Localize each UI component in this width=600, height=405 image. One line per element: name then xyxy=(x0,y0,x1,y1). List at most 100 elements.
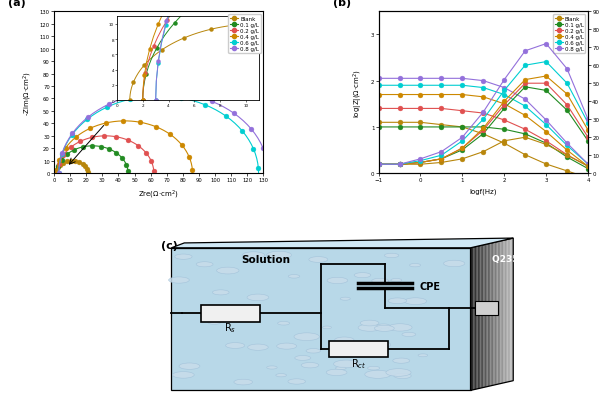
Circle shape xyxy=(443,260,465,267)
FancyBboxPatch shape xyxy=(329,341,388,357)
Polygon shape xyxy=(475,247,476,390)
Polygon shape xyxy=(485,245,486,387)
Y-axis label: -Zim($\Omega$$\cdot$cm$^2$): -Zim($\Omega$$\cdot$cm$^2$) xyxy=(22,71,34,115)
Circle shape xyxy=(372,279,389,284)
Polygon shape xyxy=(496,242,497,385)
Circle shape xyxy=(326,369,347,375)
Circle shape xyxy=(418,354,428,357)
Circle shape xyxy=(354,273,371,278)
Polygon shape xyxy=(472,247,473,390)
Circle shape xyxy=(358,324,382,331)
Circle shape xyxy=(217,267,239,274)
Polygon shape xyxy=(489,244,490,386)
Polygon shape xyxy=(505,240,506,383)
Circle shape xyxy=(386,369,411,376)
Circle shape xyxy=(169,277,189,284)
Polygon shape xyxy=(481,245,482,388)
Circle shape xyxy=(367,341,391,348)
Circle shape xyxy=(365,371,391,378)
Circle shape xyxy=(295,356,311,360)
Circle shape xyxy=(267,366,277,369)
Circle shape xyxy=(391,279,402,282)
Polygon shape xyxy=(486,244,488,387)
Polygon shape xyxy=(482,245,484,388)
Polygon shape xyxy=(495,242,496,385)
Polygon shape xyxy=(470,248,472,390)
X-axis label: Zre($\Omega$$\cdot$cm$^2$): Zre($\Omega$$\cdot$cm$^2$) xyxy=(139,188,179,201)
Circle shape xyxy=(306,349,320,353)
Circle shape xyxy=(242,252,265,259)
Circle shape xyxy=(388,324,412,331)
Polygon shape xyxy=(478,246,479,389)
Text: CPE: CPE xyxy=(420,281,441,291)
Circle shape xyxy=(179,363,200,369)
Circle shape xyxy=(247,294,269,301)
Circle shape xyxy=(322,326,331,329)
FancyBboxPatch shape xyxy=(201,305,260,322)
Circle shape xyxy=(368,367,380,370)
X-axis label: logf(Hz): logf(Hz) xyxy=(470,188,497,195)
Polygon shape xyxy=(490,243,492,386)
Text: Q235 steel: Q235 steel xyxy=(492,255,547,264)
Circle shape xyxy=(360,320,379,326)
Polygon shape xyxy=(476,247,478,389)
Circle shape xyxy=(377,324,390,328)
Text: Solution: Solution xyxy=(241,255,290,264)
Polygon shape xyxy=(502,241,503,383)
Circle shape xyxy=(266,252,292,259)
Circle shape xyxy=(374,326,394,332)
Circle shape xyxy=(196,262,213,267)
Circle shape xyxy=(335,337,354,343)
Circle shape xyxy=(334,360,359,368)
Polygon shape xyxy=(499,241,500,384)
Circle shape xyxy=(335,367,346,370)
Circle shape xyxy=(385,254,399,258)
Circle shape xyxy=(402,333,416,337)
Circle shape xyxy=(394,373,411,379)
Polygon shape xyxy=(492,243,493,386)
Y-axis label: log|Z|($\Omega$$\cdot$cm$^2$): log|Z|($\Omega$$\cdot$cm$^2$) xyxy=(352,69,365,117)
Polygon shape xyxy=(503,241,505,383)
Text: R$_{ct}$: R$_{ct}$ xyxy=(350,356,366,370)
Circle shape xyxy=(277,343,296,349)
Text: (a): (a) xyxy=(8,0,26,8)
Circle shape xyxy=(278,322,290,325)
Circle shape xyxy=(288,275,300,278)
Circle shape xyxy=(340,297,350,301)
Circle shape xyxy=(334,345,343,347)
Polygon shape xyxy=(506,240,508,382)
Circle shape xyxy=(327,278,348,284)
Circle shape xyxy=(248,344,268,350)
Circle shape xyxy=(404,298,427,305)
Text: R$_s$: R$_s$ xyxy=(224,321,236,335)
Legend: Blank, 0.1 g/L, 0.2 g/L, 0.4 g/L, 0.6 g/L, 0.8 g/L: Blank, 0.1 g/L, 0.2 g/L, 0.4 g/L, 0.6 g/… xyxy=(229,15,260,54)
Circle shape xyxy=(175,254,192,260)
Text: (b): (b) xyxy=(332,0,350,8)
Polygon shape xyxy=(511,239,512,382)
Polygon shape xyxy=(508,239,509,382)
Text: (c): (c) xyxy=(161,240,178,250)
Circle shape xyxy=(212,290,229,295)
Polygon shape xyxy=(488,244,489,386)
Polygon shape xyxy=(512,239,513,381)
Polygon shape xyxy=(484,245,485,388)
Polygon shape xyxy=(493,243,495,385)
Circle shape xyxy=(226,343,245,349)
Circle shape xyxy=(234,379,253,385)
Polygon shape xyxy=(172,248,470,390)
Circle shape xyxy=(276,374,286,377)
Polygon shape xyxy=(479,246,481,388)
Polygon shape xyxy=(500,241,502,384)
Polygon shape xyxy=(497,242,499,384)
Circle shape xyxy=(388,298,407,304)
Circle shape xyxy=(288,379,305,384)
FancyBboxPatch shape xyxy=(475,301,498,315)
Circle shape xyxy=(410,264,421,267)
Legend: Blank, 0.1 g/L, 0.2 g/L, 0.4 g/L, 0.6 g/L, 0.8 g/L: Blank, 0.1 g/L, 0.2 g/L, 0.4 g/L, 0.6 g/… xyxy=(553,15,585,54)
Circle shape xyxy=(301,362,319,368)
Polygon shape xyxy=(473,247,475,390)
Polygon shape xyxy=(509,239,511,382)
Circle shape xyxy=(309,257,328,263)
Polygon shape xyxy=(172,239,513,248)
Circle shape xyxy=(208,321,221,324)
